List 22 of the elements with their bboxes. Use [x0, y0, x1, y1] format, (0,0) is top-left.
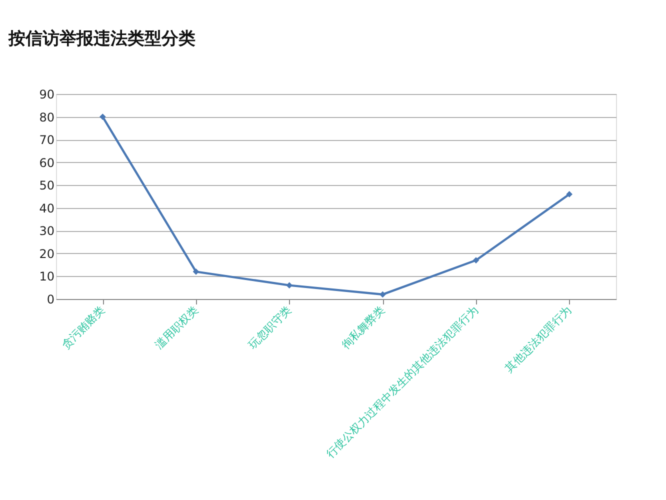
point	[100, 114, 106, 120]
x-tick-label: 其他违法犯罪行为	[502, 304, 574, 375]
y-tick-label: 50	[39, 178, 54, 193]
point	[566, 191, 572, 198]
y-tick-label: 30	[39, 224, 54, 238]
x-tick-label: 贪污贿赂类	[59, 304, 108, 352]
y-tick-label: 80	[39, 110, 54, 124]
x-tick-label: 滥用职权类	[152, 304, 201, 352]
point	[192, 268, 200, 275]
y-tick-label: 90	[39, 88, 54, 102]
y-tick-label: 40	[39, 201, 54, 216]
point	[472, 257, 480, 264]
y-tick-label: 10	[39, 270, 54, 284]
point	[286, 282, 292, 288]
x-tick-label: 玩忽职守类	[246, 304, 294, 352]
y-tick-label: 70	[39, 133, 54, 148]
x-tick-label: 徇私舞弊类	[339, 304, 388, 352]
point	[380, 291, 386, 298]
chart-title: 按信访举报违法类型分类	[8, 29, 196, 49]
y-tick-label: 60	[39, 156, 54, 170]
y-tick-label: 0	[46, 292, 54, 306]
y-tick-label: 20	[39, 246, 54, 261]
